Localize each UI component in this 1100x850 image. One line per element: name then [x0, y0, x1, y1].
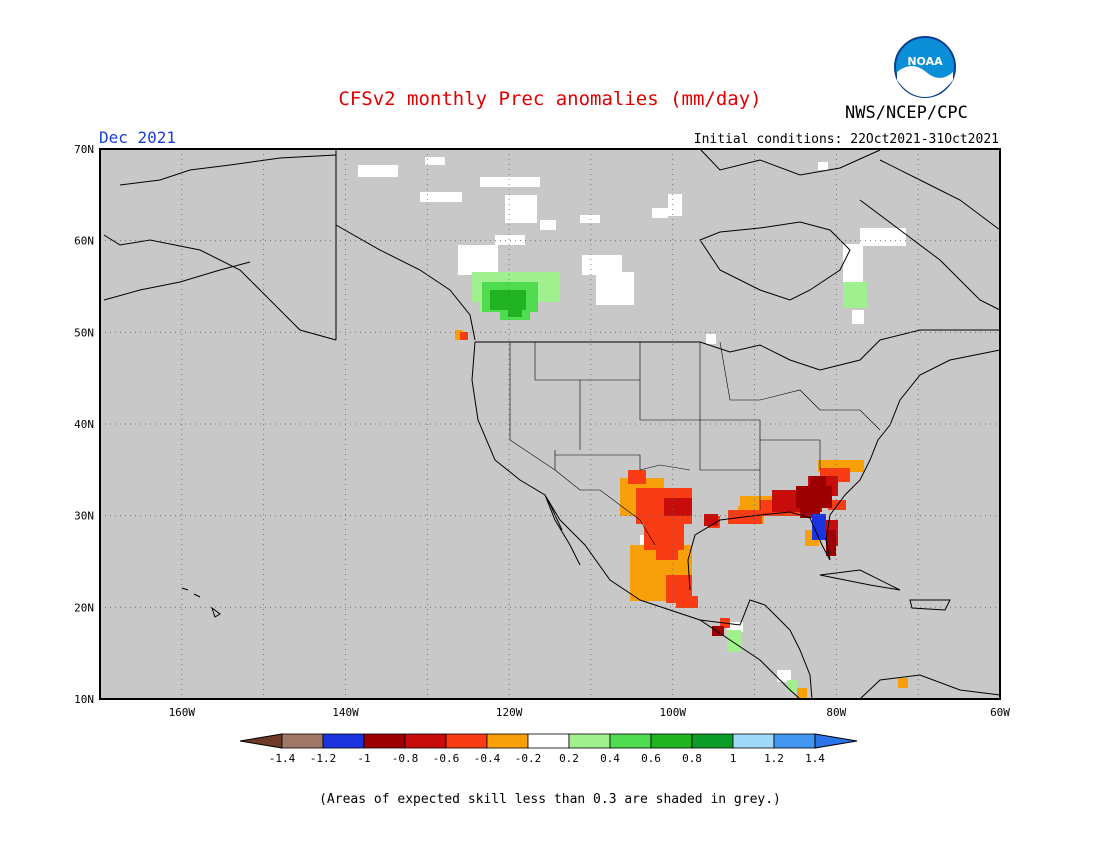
- colorbar-high-extend-arrow: [814, 733, 858, 749]
- latitude-tick-label: 30N: [74, 510, 94, 523]
- initial-conditions-label: Initial conditions: 22Oct2021-31Oct2021: [693, 132, 999, 147]
- latitude-tick-label: 50N: [74, 326, 94, 339]
- longitude-tick-label: 80W: [826, 706, 846, 719]
- colorbar-segment: [691, 733, 734, 749]
- latitude-labels: 70N 60N 50N 40N 30N 20N 10N: [74, 143, 94, 706]
- colorbar-segment: [609, 733, 652, 749]
- colorbar-tick-label: -1.2: [310, 752, 337, 765]
- colorbar-tick-label: 0.4: [600, 752, 620, 765]
- noaa-logo-text: NOAA: [907, 55, 943, 68]
- colorbar-segment: [404, 733, 447, 749]
- positive-anomaly-cells-dark: [490, 290, 526, 317]
- colorbar-tick-label: -1.4: [269, 752, 296, 765]
- state-borders: [509, 341, 881, 546]
- colorbar-segment: [527, 733, 570, 749]
- colorbar-segment: [445, 733, 488, 749]
- longitude-labels: 160W 140W 120W 100W 80W 60W: [169, 706, 1011, 719]
- negative-anomaly-cells-blue: [812, 514, 826, 540]
- longitude-tick-label: 160W: [169, 706, 196, 719]
- colorbar-segment: [486, 733, 529, 749]
- colorbar: -1.4 -1.2 -1 -0.8 -0.6 -0.4 -0.2 0.2 0.4 0.6 0.8 1 1…: [239, 733, 858, 765]
- colorbar-tick-label: 1: [730, 752, 737, 765]
- colorbar-tick-label: -0.2: [515, 752, 542, 765]
- longitude-tick-label: 140W: [332, 706, 359, 719]
- longitude-tick-label: 60W: [990, 706, 1010, 719]
- colorbar-segment: [650, 733, 693, 749]
- colorbar-low-extend-arrow: [239, 733, 283, 749]
- latitude-tick-label: 40N: [74, 418, 94, 431]
- latitude-tick-label: 20N: [74, 601, 94, 614]
- graticule: [100, 149, 1000, 699]
- footnote: (Areas of expected skill less than 0.3 a…: [319, 792, 781, 807]
- colorbar-segment: [773, 733, 816, 749]
- colorbar-tick-label: -0.4: [474, 752, 501, 765]
- colorbar-segment: [732, 733, 775, 749]
- colorbar-segment: [363, 733, 406, 749]
- longitude-tick-label: 100W: [659, 706, 686, 719]
- forecast-month-label: Dec 2021: [99, 128, 177, 147]
- latitude-tick-label: 60N: [74, 235, 94, 248]
- colorbar-tick-label: 1.4: [805, 752, 825, 765]
- colorbar-tick-label: -0.8: [392, 752, 419, 765]
- colorbar-segment: [322, 733, 365, 749]
- longitude-tick-label: 120W: [496, 706, 523, 719]
- org-label: NWS/NCEP/CPC: [845, 103, 968, 123]
- latitude-tick-label: 70N: [74, 143, 94, 156]
- colorbar-tick-label: 1.2: [764, 752, 784, 765]
- colorbar-tick-label: 0.8: [682, 752, 702, 765]
- colorbar-segment: [281, 733, 324, 749]
- latitude-tick-label: 10N: [74, 693, 94, 706]
- colorbar-tick-label: -1: [357, 752, 370, 765]
- negative-anomaly-cells-darkred: [712, 476, 836, 636]
- map-frame: [99, 148, 1001, 700]
- colorbar-tick-label: 0.2: [559, 752, 579, 765]
- white-anomaly-cells: [358, 157, 906, 682]
- colorbar-tick-label: 0.6: [641, 752, 661, 765]
- colorbar-segment: [568, 733, 611, 749]
- coastlines: [103, 148, 1001, 700]
- colorbar-tick-label: -0.6: [433, 752, 460, 765]
- chart-title: CFSv2 monthly Prec anomalies (mm/day): [338, 88, 762, 110]
- noaa-logo: NOAA: [894, 36, 956, 98]
